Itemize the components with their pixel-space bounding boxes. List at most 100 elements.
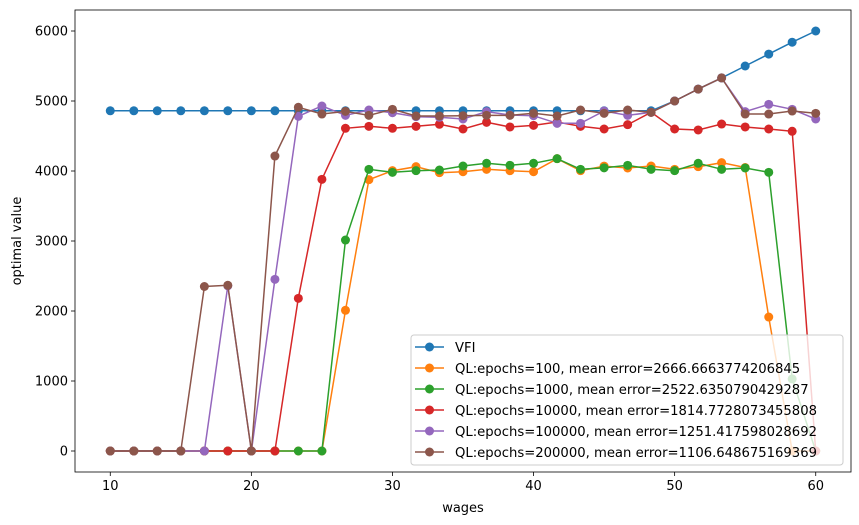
data-point xyxy=(340,106,350,116)
legend-marker xyxy=(425,342,434,352)
series-0 xyxy=(105,26,821,116)
y-axis-label: optimal value xyxy=(10,197,25,286)
data-point xyxy=(482,158,492,168)
data-point xyxy=(434,119,444,129)
ticks-layer: 10 20 30 40 50 60 0 1000 2000 3000 4000 5000 6000 xyxy=(35,25,824,495)
data-point xyxy=(293,102,303,112)
data-point xyxy=(317,446,327,456)
data-point xyxy=(105,106,115,116)
legend-label: VFI xyxy=(455,341,476,356)
data-point xyxy=(293,446,303,456)
data-point xyxy=(317,109,327,119)
y-tick-label: 0 xyxy=(60,445,68,460)
data-point xyxy=(787,106,797,116)
data-point xyxy=(693,84,703,94)
legend-marker xyxy=(425,447,434,457)
x-tick-label: 60 xyxy=(807,479,824,494)
data-point xyxy=(246,446,256,456)
data-point xyxy=(434,165,444,175)
data-point xyxy=(599,124,609,134)
data-point xyxy=(764,49,774,59)
data-point xyxy=(458,111,468,121)
data-point xyxy=(717,164,727,174)
legend-marker xyxy=(425,363,434,373)
data-point xyxy=(787,126,797,136)
data-point xyxy=(764,312,774,322)
legend-marker xyxy=(425,405,434,415)
data-point xyxy=(199,446,209,456)
data-point xyxy=(176,106,186,116)
data-point xyxy=(552,154,562,164)
data-point xyxy=(764,109,774,119)
legend-label: QL:epochs=100000, mean error=1251.417598… xyxy=(455,425,817,440)
x-tick-label: 10 xyxy=(102,479,119,494)
y-tick-label: 6000 xyxy=(35,25,68,40)
legend-label: QL:epochs=100, mean error=2666.666377420… xyxy=(455,362,800,377)
legend-entry: QL:epochs=100000, mean error=1251.417598… xyxy=(415,425,817,440)
data-point xyxy=(199,282,209,291)
legend-entry: VFI xyxy=(415,341,476,356)
data-point xyxy=(270,274,280,284)
y-tick-label: 1000 xyxy=(35,375,68,390)
data-point xyxy=(411,121,421,131)
data-point xyxy=(387,123,397,133)
x-tick-label: 50 xyxy=(666,479,683,494)
data-point xyxy=(576,105,586,115)
data-point xyxy=(646,164,656,174)
data-point xyxy=(717,73,727,83)
data-point xyxy=(458,124,468,134)
data-point xyxy=(340,235,350,245)
data-point xyxy=(576,164,586,174)
data-point xyxy=(340,305,350,315)
data-point xyxy=(317,174,327,184)
x-tick-label: 20 xyxy=(243,479,260,494)
data-point xyxy=(482,117,492,127)
legend-entry: QL:epochs=10000, mean error=1814.7728073… xyxy=(415,404,817,419)
data-point xyxy=(340,123,350,133)
data-point xyxy=(693,158,703,168)
data-point xyxy=(599,108,609,118)
data-point xyxy=(387,104,397,114)
data-point xyxy=(270,106,280,116)
data-point xyxy=(387,167,397,177)
legend-box xyxy=(410,334,844,466)
x-axis-label: wages xyxy=(442,501,484,516)
data-point xyxy=(246,106,256,116)
series-layer xyxy=(105,26,821,456)
data-point xyxy=(576,118,586,128)
legend-marker xyxy=(425,426,434,436)
data-point xyxy=(505,160,515,170)
data-point xyxy=(364,110,374,120)
data-point xyxy=(223,446,233,456)
data-point xyxy=(223,106,233,116)
data-point xyxy=(811,108,821,118)
data-point xyxy=(599,163,609,173)
legend-entry: QL:epochs=1000, mean error=2522.63507904… xyxy=(415,383,809,398)
data-point xyxy=(623,120,633,130)
data-point xyxy=(270,151,280,161)
data-point xyxy=(670,166,680,176)
data-point xyxy=(223,280,233,290)
data-point xyxy=(764,99,774,109)
data-point xyxy=(152,446,162,456)
y-tick-label: 3000 xyxy=(35,235,68,250)
series-line xyxy=(110,30,817,112)
data-point xyxy=(623,160,633,170)
data-point xyxy=(434,111,444,121)
data-point xyxy=(411,166,421,176)
data-point xyxy=(717,119,727,129)
data-point xyxy=(740,109,750,119)
data-point xyxy=(693,125,703,135)
legend-label: QL:epochs=200000, mean error=1106.648675… xyxy=(455,446,817,461)
data-point xyxy=(293,111,303,121)
data-point xyxy=(129,446,139,456)
data-point xyxy=(811,26,821,36)
data-point xyxy=(646,107,656,117)
data-point xyxy=(176,446,186,456)
data-point xyxy=(505,110,515,120)
data-point xyxy=(623,105,633,115)
series-5 xyxy=(105,73,821,456)
data-point xyxy=(717,158,727,168)
data-point xyxy=(670,124,680,134)
